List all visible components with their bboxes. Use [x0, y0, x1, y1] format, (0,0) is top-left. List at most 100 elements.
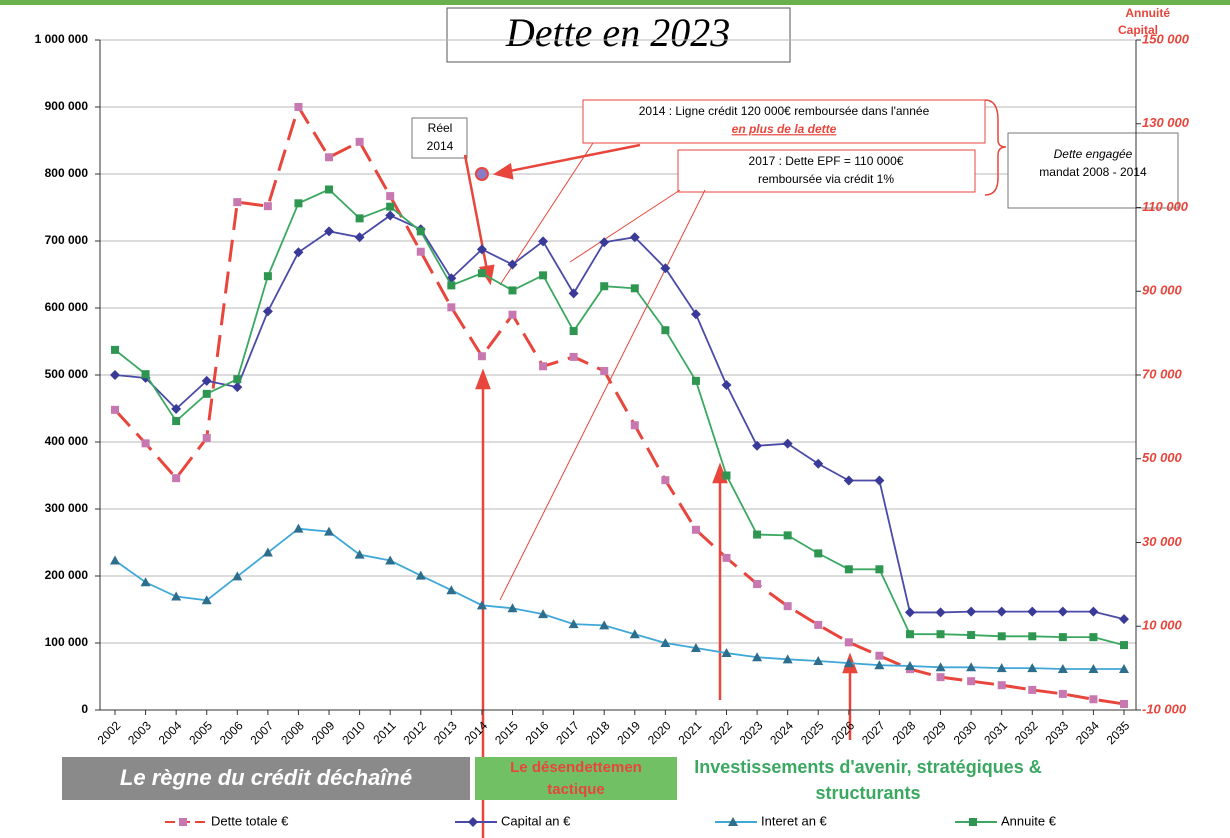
point	[294, 103, 303, 111]
point	[110, 555, 120, 565]
point	[201, 375, 212, 386]
top-strip	[0, 0, 1230, 5]
point	[814, 620, 823, 629]
point	[232, 382, 243, 393]
point	[263, 272, 272, 281]
x-tick-label: 2024	[767, 718, 796, 747]
point	[967, 677, 976, 686]
series-line	[114, 188, 1125, 646]
point	[814, 549, 823, 558]
point	[263, 202, 272, 211]
x-tick-label: 2011	[370, 718, 398, 746]
x-tick-label: 2006	[217, 718, 246, 747]
point	[172, 417, 181, 426]
x-tick-label: 2015	[492, 718, 521, 747]
point	[476, 244, 487, 255]
legend-label: Dette totale €	[211, 813, 289, 828]
point	[539, 362, 548, 371]
point	[171, 591, 182, 601]
x-tick-label: 2014	[461, 718, 490, 747]
point	[538, 609, 549, 619]
point	[171, 403, 182, 414]
note-text: 2014 : Ligne crédit 120 000€ remboursée …	[639, 104, 930, 118]
title-box	[446, 7, 791, 63]
chart-title: Dette en 2023	[505, 10, 730, 55]
point	[568, 288, 579, 299]
annotations	[411, 99, 1179, 838]
point	[262, 547, 273, 557]
note-text: Réel	[428, 121, 453, 135]
x-tick-label: 2034	[1073, 718, 1102, 747]
point	[813, 656, 824, 666]
point	[660, 263, 671, 274]
point	[355, 214, 364, 223]
y2-tick-label: 70 000	[1142, 366, 1183, 381]
point	[1089, 695, 1098, 704]
point	[325, 185, 334, 194]
y-tick-label: 1 000 000	[35, 32, 89, 46]
x-tick-label: 2008	[278, 718, 307, 747]
point	[507, 259, 518, 270]
point	[969, 818, 977, 826]
point	[629, 232, 640, 243]
legend-label: Interet an €	[761, 813, 828, 828]
point	[262, 306, 273, 317]
point	[354, 232, 365, 243]
point	[1119, 614, 1129, 625]
legend-label: Annuite €	[1001, 813, 1057, 828]
y-tick-label: 600 000	[45, 300, 89, 314]
point	[721, 648, 732, 658]
x-tick-label: 2019	[614, 718, 643, 747]
note-box	[677, 149, 976, 193]
banner	[475, 757, 677, 800]
series-line	[113, 103, 1125, 706]
point	[324, 526, 335, 536]
point	[179, 818, 187, 826]
point	[722, 471, 731, 480]
point	[967, 631, 976, 640]
point	[1058, 633, 1067, 642]
point	[1057, 663, 1068, 673]
point	[1120, 699, 1128, 708]
point	[202, 433, 211, 442]
point	[416, 247, 425, 256]
series-line	[114, 214, 1125, 621]
note-box	[1007, 132, 1179, 209]
x-tick-label: 2033	[1042, 718, 1071, 747]
point	[355, 137, 364, 146]
note-text: remboursée via crédit 1%	[758, 172, 894, 186]
banner-text: structurants	[815, 783, 920, 803]
point	[843, 475, 854, 486]
point	[752, 440, 763, 451]
point	[600, 282, 609, 291]
x-tick-label: 2013	[431, 718, 460, 747]
point	[1088, 663, 1099, 673]
point	[1028, 685, 1037, 694]
point	[293, 247, 304, 258]
y2-tick-label: 10 000	[1142, 618, 1183, 633]
point	[294, 199, 303, 208]
point	[1119, 663, 1129, 673]
point	[722, 553, 731, 562]
x-tick-label: 2010	[339, 718, 368, 747]
note-text: 2014	[427, 139, 454, 153]
point	[936, 673, 945, 682]
legend-label: Capital an €	[501, 813, 571, 828]
point	[997, 681, 1006, 690]
banner	[62, 757, 470, 800]
x-tick-label: 2005	[186, 718, 215, 747]
point	[569, 327, 578, 336]
point	[783, 531, 792, 540]
point	[1027, 606, 1038, 617]
y-tick-label: 700 000	[45, 233, 89, 247]
point	[935, 607, 946, 618]
y-tick-label: 100 000	[45, 635, 89, 649]
y2-label: Annuité	[1125, 6, 1170, 20]
point	[661, 326, 670, 335]
point	[141, 439, 150, 448]
point	[568, 619, 579, 629]
point	[1027, 663, 1038, 673]
point	[996, 663, 1007, 673]
x-tick-label: 2004	[156, 718, 185, 747]
note-text: en plus de la dette	[732, 122, 837, 136]
